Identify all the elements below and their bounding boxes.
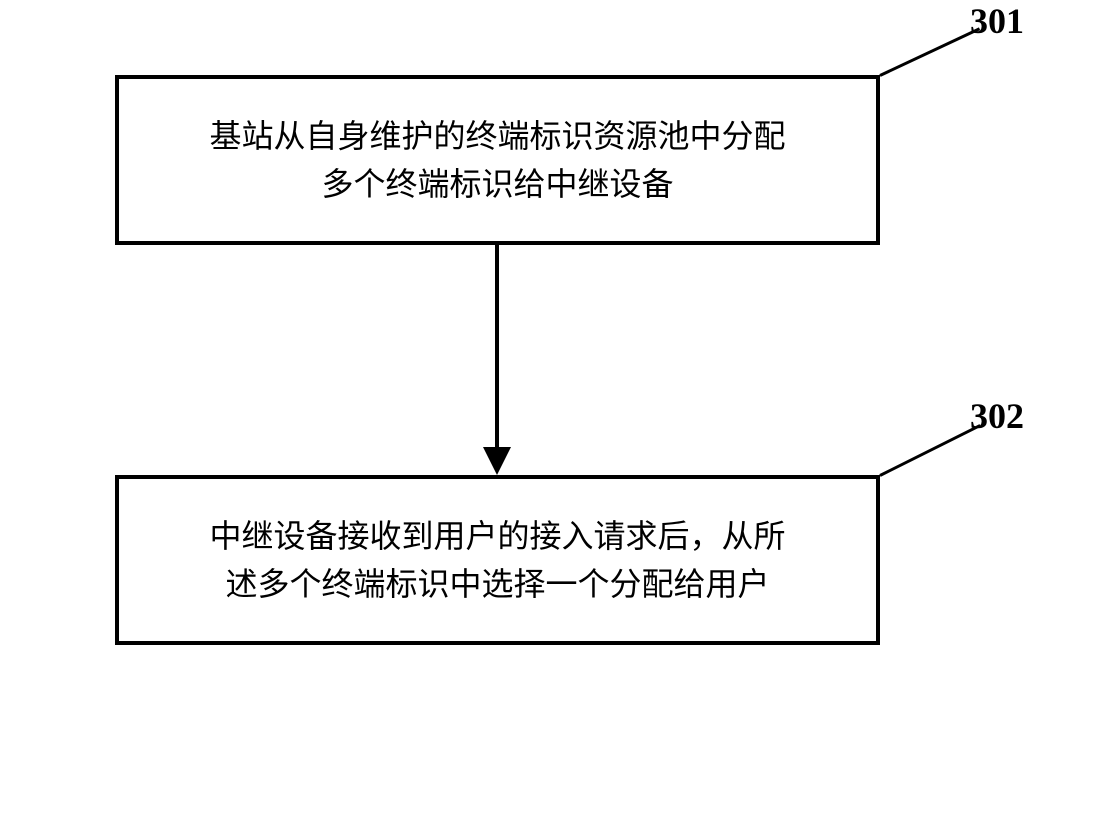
flow-step-302: 中继设备接收到用户的接入请求后，从所 述多个终端标识中选择一个分配给用户 [115, 475, 880, 645]
step-301-line2: 多个终端标识给中继设备 [321, 166, 673, 202]
leader-line-302 [879, 424, 980, 477]
step-301-line1: 基站从自身维护的终端标识资源池中分配 [209, 118, 785, 154]
flow-step-302-text: 中继设备接收到用户的接入请求后，从所 述多个终端标识中选择一个分配给用户 [209, 512, 785, 608]
label-302: 302 [970, 395, 1024, 437]
step-302-line1: 中继设备接收到用户的接入请求后，从所 [209, 518, 785, 554]
label-301: 301 [970, 0, 1024, 42]
arrow-301-to-302-line [495, 245, 499, 447]
step-302-line2: 述多个终端标识中选择一个分配给用户 [225, 566, 769, 602]
diagram-canvas: 基站从自身维护的终端标识资源池中分配 多个终端标识给中继设备 中继设备接收到用户… [0, 0, 1104, 817]
leader-line-301 [879, 27, 980, 77]
flow-step-301-text: 基站从自身维护的终端标识资源池中分配 多个终端标识给中继设备 [209, 112, 785, 208]
flow-step-301: 基站从自身维护的终端标识资源池中分配 多个终端标识给中继设备 [115, 75, 880, 245]
arrow-301-to-302-head [483, 447, 511, 475]
